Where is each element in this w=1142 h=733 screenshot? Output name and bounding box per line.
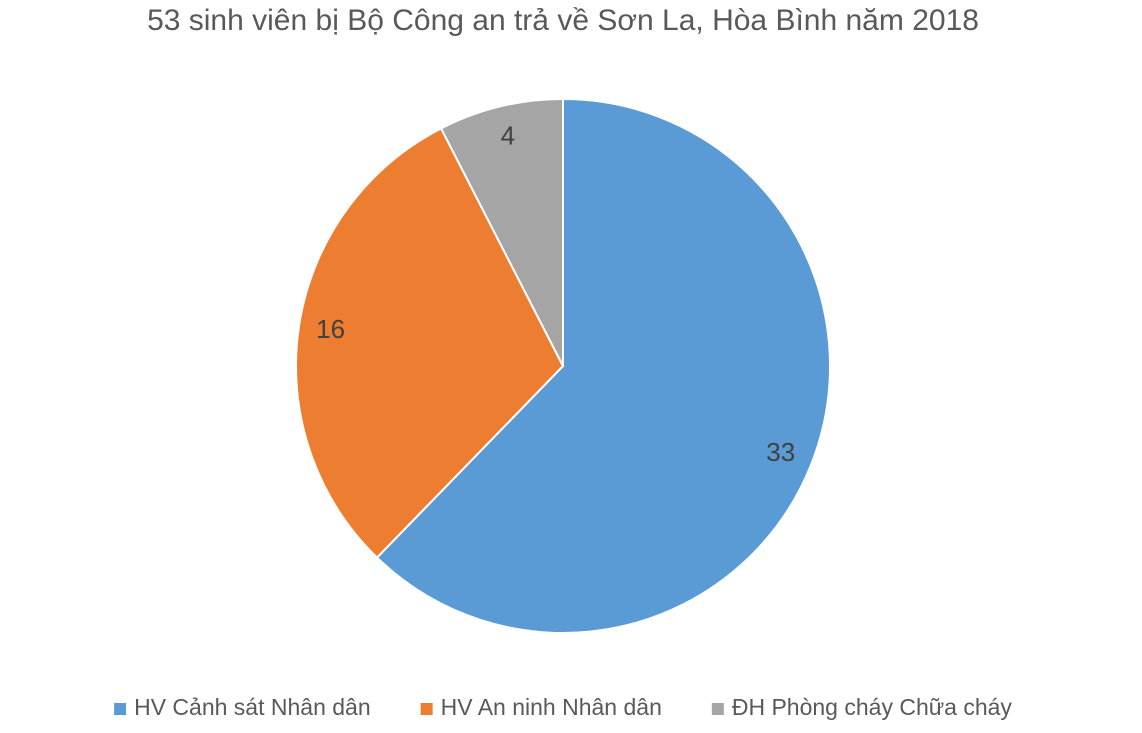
pie-slice: [375, 97, 831, 634]
pie-slice: [295, 127, 565, 559]
legend-label: HV Cảnh sát Nhân dân: [134, 694, 371, 720]
data-label: 33: [766, 437, 795, 467]
legend-swatch: [711, 703, 724, 715]
chart-title: 53 sinh viên bị Bộ Công an trả về Sơn La…: [147, 4, 979, 37]
legend-swatch: [114, 703, 127, 715]
legend-label: ĐH Phòng cháy Chữa cháy: [732, 694, 1013, 720]
legend-label: HV An ninh Nhân dân: [441, 694, 662, 720]
data-label: 4: [501, 120, 515, 150]
legend-swatch: [420, 703, 433, 715]
data-label: 16: [316, 314, 345, 344]
pie-slice: [439, 97, 564, 367]
